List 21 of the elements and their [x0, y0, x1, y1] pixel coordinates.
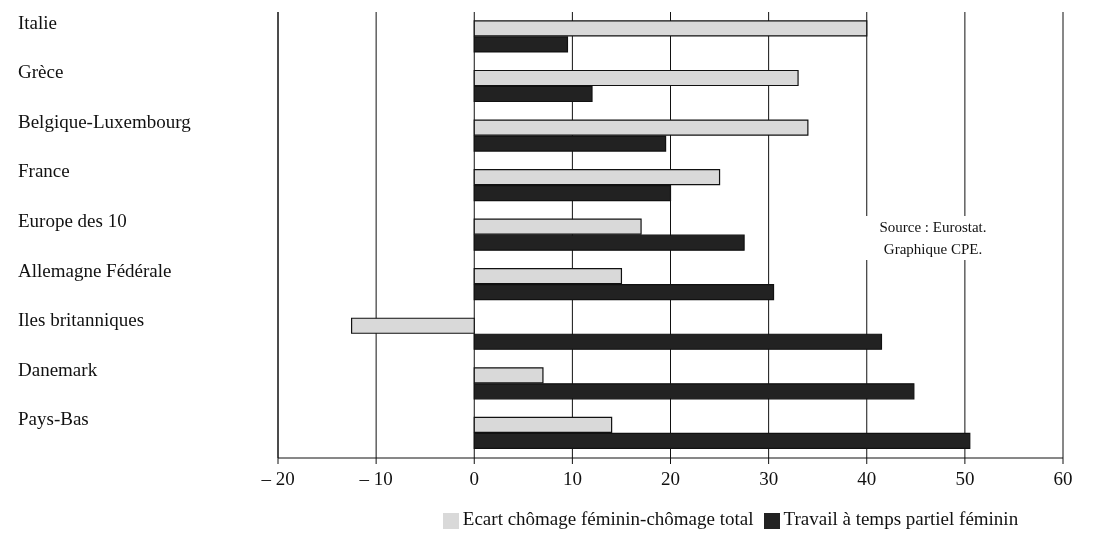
x-tick-label: 10 [562, 468, 582, 490]
x-tick-label: 40 [857, 468, 877, 490]
x-tick-label: 20 [661, 468, 680, 490]
y-tick-label: Pays-Bas [18, 408, 89, 430]
x-tick-label: 50 [955, 468, 975, 490]
annotation: Source : Eurostat. Graphique CPE. [858, 216, 1008, 260]
x-tick-label: 60 [1053, 468, 1073, 490]
y-tick-label: Grèce [18, 61, 64, 83]
y-tick-label: Danemark [18, 358, 98, 380]
x-tick-label: – 20 [260, 468, 295, 490]
x-tick-label: – 10 [358, 468, 393, 490]
legend-label: Travail à temps partiel féminin [783, 508, 1019, 529]
y-tick-label: Belgique-Luxembourg [18, 110, 192, 132]
y-tick-label: Italie [18, 11, 58, 33]
y-tick-label: France [18, 160, 70, 182]
x-tick-label: 30 [759, 468, 779, 490]
x-tick-label: 0 [469, 468, 479, 490]
y-tick-label: Iles britanniques [18, 309, 145, 331]
y-tick-label: Allemagne Fédérale [18, 259, 172, 281]
legend-label: Ecart chômage féminin-chômage total [462, 508, 754, 529]
y-tick-label: Europe des 10 [18, 210, 127, 231]
